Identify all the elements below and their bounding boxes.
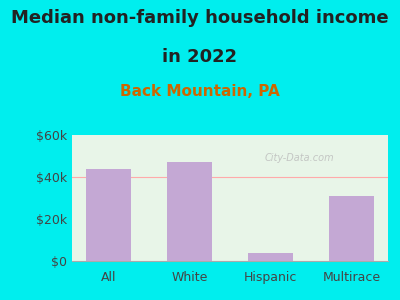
Bar	[248, 253, 293, 261]
Text: City-Data.com: City-Data.com	[265, 153, 334, 163]
Text: in 2022: in 2022	[162, 48, 238, 66]
Bar	[329, 196, 374, 261]
Text: Back Mountain, PA: Back Mountain, PA	[120, 84, 280, 99]
Bar	[86, 169, 131, 261]
Text: Median non-family household income: Median non-family household income	[11, 9, 389, 27]
Bar	[167, 162, 212, 261]
